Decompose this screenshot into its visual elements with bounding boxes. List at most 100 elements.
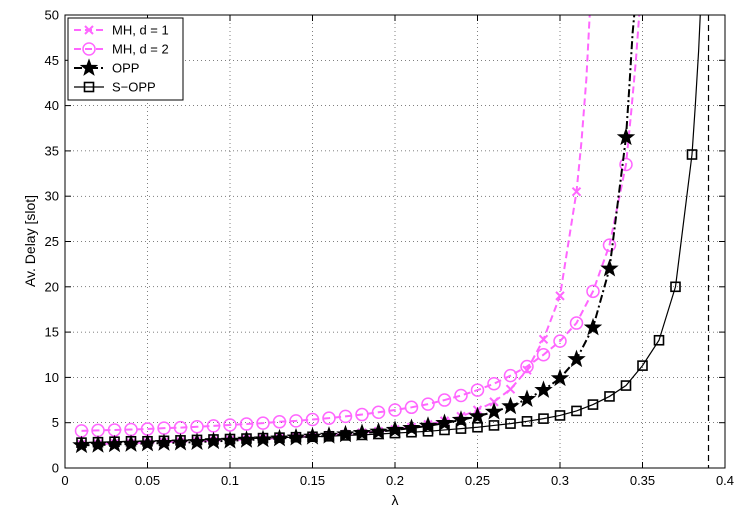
data-point: [125, 435, 137, 447]
data-point: [637, 360, 648, 371]
data-point: [175, 435, 186, 446]
legend-label: S−OPP: [112, 80, 156, 95]
data-point: [604, 391, 615, 402]
series-line: [81, 15, 591, 446]
y-tick-label: 5: [52, 415, 59, 430]
data-point: [586, 284, 600, 299]
data-point: [455, 423, 467, 434]
data-point: [619, 157, 633, 172]
x-tick-label: 0.4: [716, 473, 734, 488]
x-tick-label: 0.05: [135, 473, 160, 488]
data-point: [208, 434, 219, 445]
legend-item: S−OPP: [74, 80, 156, 95]
legend-marker: [79, 58, 99, 76]
legend-label: MH, d = 1: [112, 23, 169, 38]
series-line: [81, 15, 641, 432]
data-point: [303, 427, 322, 445]
data-point: [470, 383, 485, 397]
data-point: [620, 380, 632, 391]
data-point: [389, 427, 401, 439]
y-tick-label: 45: [45, 53, 59, 68]
data-point: [468, 406, 487, 425]
data-point: [550, 368, 570, 387]
y-tick-label: 40: [45, 98, 59, 113]
data-point: [371, 405, 386, 420]
x-tick-label: 0.3: [551, 473, 569, 488]
legend: MH, d = 1 MH, d = 2 OPP S−OPP: [67, 17, 184, 101]
y-tick-label: 50: [45, 8, 59, 23]
data-point: [567, 349, 586, 368]
data-point: [257, 432, 269, 444]
data-point: [553, 334, 567, 348]
data-point: [352, 423, 372, 441]
data-point: [406, 426, 417, 438]
data-point: [109, 436, 120, 448]
data-point: [616, 127, 636, 146]
data-point: [241, 433, 252, 444]
data-point: [158, 435, 170, 447]
y-tick-label: 15: [45, 325, 59, 340]
data-point: [454, 388, 468, 403]
data-point: [289, 414, 303, 428]
data-point: [421, 397, 435, 411]
data-point: [583, 317, 603, 336]
data-point: [538, 413, 549, 424]
data-point: [307, 431, 318, 443]
data-point: [256, 416, 270, 430]
data-point: [569, 316, 584, 330]
data-point: [422, 426, 434, 437]
data-point: [554, 410, 566, 421]
data-point: [517, 389, 537, 407]
data-point: [571, 186, 582, 197]
data-point: [319, 426, 339, 444]
data-point: [472, 421, 483, 433]
data-point: [323, 430, 335, 442]
data-point: [520, 359, 534, 374]
data-point: [534, 380, 553, 398]
y-tick-label: 10: [45, 370, 59, 385]
data-point: [239, 417, 254, 431]
data-point: [488, 420, 500, 431]
data-point: [418, 416, 438, 434]
x-tick-label: 0.15: [300, 473, 325, 488]
data-point: [388, 403, 402, 417]
data-point: [439, 424, 450, 436]
y-tick-label: 0: [52, 461, 59, 476]
x-tick-label: 0.25: [465, 473, 490, 488]
data-point: [204, 431, 223, 450]
data-point: [274, 432, 285, 443]
data-point: [484, 402, 504, 420]
data-point: [489, 397, 499, 407]
data-point: [272, 415, 287, 429]
x-axis-label: λ: [392, 492, 399, 508]
data-point: [355, 407, 369, 422]
series-line: [81, 15, 701, 444]
data-point: [670, 281, 681, 293]
data-point: [571, 405, 582, 417]
x-tick-label: 0: [61, 473, 68, 488]
data-point: [437, 393, 452, 407]
data-point: [536, 348, 551, 362]
data-point: [373, 428, 384, 440]
data-point: [338, 409, 353, 424]
data-point: [290, 431, 302, 443]
data-point: [501, 396, 520, 415]
legend-marker: [83, 81, 95, 93]
data-point: [305, 412, 320, 427]
x-tick-label: 0.1: [221, 473, 239, 488]
x-tick-label: 0.2: [386, 473, 404, 488]
series-layer: [72, 15, 710, 468]
legend-label: MH, d = 2: [112, 42, 169, 57]
data-point: [191, 434, 203, 446]
data-point: [340, 430, 351, 441]
y-tick-label: 35: [45, 143, 59, 158]
data-point: [220, 431, 240, 449]
data-point: [404, 400, 419, 415]
data-point: [505, 384, 516, 394]
data-point: [336, 424, 355, 443]
data-point: [503, 368, 518, 383]
legend-item: OPP: [74, 58, 139, 76]
data-point: [322, 411, 336, 425]
legend-item: MH, d = 2: [74, 42, 169, 57]
data-point: [487, 376, 501, 391]
